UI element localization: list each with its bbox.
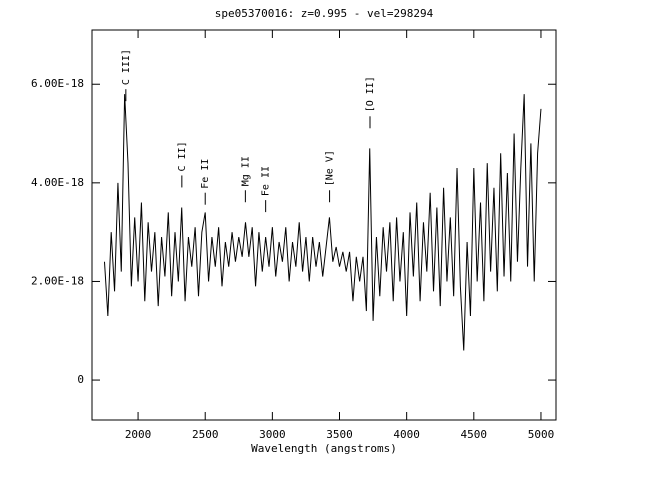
x-axis-label: Wavelength (angstroms) [251, 442, 397, 455]
x-tick-label: 2500 [192, 428, 219, 441]
line-label: C II] [177, 141, 188, 171]
line-label: Fe II [200, 159, 211, 189]
plot-frame [91, 29, 557, 421]
line-label: [Ne V] [325, 150, 336, 186]
x-tick-label: 3500 [326, 428, 353, 441]
x-tick-label: 3000 [259, 428, 286, 441]
x-tick-label: 2000 [125, 428, 152, 441]
y-tick-label: 2.00E-18 [31, 274, 84, 287]
x-tick-label: 4500 [461, 428, 488, 441]
line-label: Fe II [261, 166, 272, 196]
x-tick-label: 5000 [528, 428, 555, 441]
spectrum-line [103, 94, 542, 351]
line-label: [O II] [365, 76, 376, 112]
y-tick-label: 0 [77, 373, 84, 386]
line-label: Mg II [240, 156, 251, 186]
line-label: C III] [121, 49, 132, 85]
y-tick-label: 4.00E-18 [31, 176, 84, 189]
chart-title: spe05370016: z=0.995 - vel=298294 [215, 7, 434, 20]
y-tick-label: 6.00E-18 [31, 77, 84, 90]
x-tick-label: 4000 [393, 428, 420, 441]
